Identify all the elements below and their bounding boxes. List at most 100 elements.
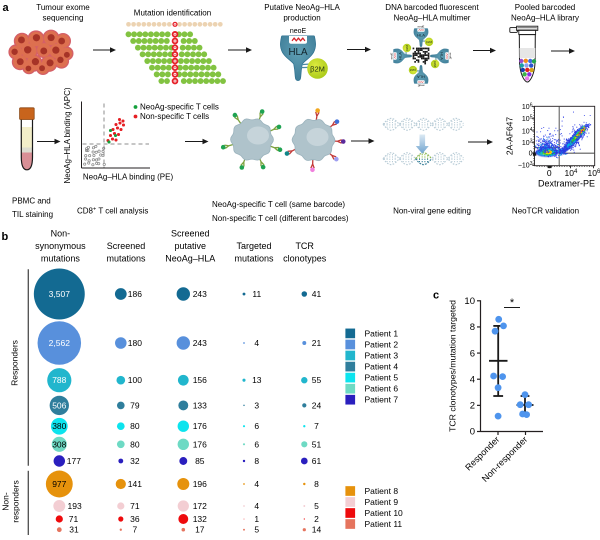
svg-text:32: 32 — [130, 456, 140, 466]
svg-text:TIL staining: TIL staining — [12, 210, 53, 219]
svg-text:6: 6 — [254, 421, 259, 431]
svg-text:2: 2 — [314, 514, 319, 524]
svg-text:4: 4 — [470, 374, 475, 385]
svg-text:196: 196 — [193, 479, 207, 489]
svg-text:2A-AF647: 2A-AF647 — [505, 117, 515, 156]
svg-text:NeoAg–HLA library: NeoAg–HLA library — [511, 14, 579, 23]
svg-text:61: 61 — [312, 456, 322, 466]
svg-text:176: 176 — [193, 421, 207, 431]
svg-text:141: 141 — [128, 479, 142, 489]
svg-text:Non-: Non- — [1, 492, 11, 511]
svg-text:6: 6 — [470, 348, 475, 359]
svg-text:sequencing: sequencing — [43, 14, 84, 23]
svg-text:TCR clonotypes/mutation target: TCR clonotypes/mutation targeted — [448, 300, 458, 432]
svg-text:NeoAg–HLA: NeoAg–HLA — [165, 254, 215, 264]
svg-text:177: 177 — [67, 456, 81, 466]
svg-text:193: 193 — [68, 501, 82, 511]
svg-text:977: 977 — [52, 479, 66, 489]
svg-text:Non-: Non- — [51, 229, 71, 239]
svg-text:NeoAg–HLA multimer: NeoAg–HLA multimer — [394, 14, 471, 23]
svg-text:180: 180 — [128, 338, 142, 348]
svg-text:11: 11 — [252, 289, 261, 299]
svg-text:788: 788 — [52, 375, 66, 385]
svg-text:DNA barcoded fluorescent: DNA barcoded fluorescent — [385, 3, 479, 12]
svg-text:7: 7 — [314, 421, 319, 431]
svg-text:Non-viral gene editing: Non-viral gene editing — [393, 207, 471, 216]
svg-text:36: 36 — [130, 514, 140, 524]
svg-text:24: 24 — [312, 400, 322, 410]
svg-text:51: 51 — [312, 439, 322, 449]
svg-text:Tumour exome: Tumour exome — [36, 3, 90, 12]
svg-text:7: 7 — [133, 525, 138, 535]
svg-text:506: 506 — [52, 400, 66, 410]
svg-text:8: 8 — [470, 322, 475, 333]
svg-text:17: 17 — [195, 525, 205, 535]
svg-text:Screened: Screened — [171, 229, 210, 239]
svg-text:176: 176 — [193, 439, 207, 449]
svg-text:31: 31 — [69, 525, 79, 535]
svg-text:CD8+ T cell analysis: CD8+ T cell analysis — [77, 207, 148, 216]
svg-text:Non-specific T cell (different: Non-specific T cell (different barcodes) — [212, 214, 349, 223]
svg-text:3,507: 3,507 — [49, 289, 71, 299]
svg-text:neoE: neoE — [290, 28, 307, 35]
svg-text:TCR: TCR — [295, 241, 314, 251]
svg-text:b: b — [2, 231, 9, 243]
svg-text:132: 132 — [193, 514, 207, 524]
svg-text:71: 71 — [130, 501, 140, 511]
svg-text:Patient 6: Patient 6 — [365, 384, 399, 394]
svg-text:100: 100 — [128, 375, 142, 385]
svg-text:4: 4 — [254, 479, 259, 489]
svg-text:PBMC and: PBMC and — [12, 197, 51, 206]
svg-text:Mutation identification: Mutation identification — [134, 9, 211, 18]
svg-text:Patient 5: Patient 5 — [365, 373, 399, 383]
svg-text:Putative NeoAg–HLA: Putative NeoAg–HLA — [264, 3, 340, 12]
svg-text:NeoAg–HLA binding (PE): NeoAg–HLA binding (PE) — [83, 173, 174, 182]
svg-text:172: 172 — [193, 501, 207, 511]
svg-text:3: 3 — [254, 400, 259, 410]
svg-text:Patient 3: Patient 3 — [365, 351, 399, 361]
svg-text:Screened: Screened — [107, 241, 146, 251]
svg-text:*: * — [510, 297, 515, 309]
svg-text:2: 2 — [470, 401, 475, 412]
svg-text:Responders: Responders — [10, 340, 20, 386]
svg-text:Patient 7: Patient 7 — [365, 395, 399, 405]
svg-text:Pooled barcoded: Pooled barcoded — [515, 3, 576, 12]
svg-text:85: 85 — [195, 456, 205, 466]
svg-text:Patient 1: Patient 1 — [365, 328, 399, 338]
svg-text:0: 0 — [547, 168, 552, 178]
svg-text:Patient 9: Patient 9 — [365, 497, 399, 507]
svg-text:13: 13 — [252, 375, 262, 385]
svg-text:4: 4 — [254, 501, 259, 511]
svg-text:mutations: mutations — [234, 254, 274, 264]
svg-text:Non-specific T cells: Non-specific T cells — [140, 112, 209, 121]
svg-text:0: 0 — [470, 427, 475, 438]
svg-text:6: 6 — [254, 439, 259, 449]
svg-text:243: 243 — [193, 289, 207, 299]
svg-text:β2M: β2M — [310, 64, 325, 73]
svg-text:186: 186 — [128, 289, 142, 299]
svg-text:synonymous: synonymous — [35, 241, 86, 251]
svg-text:putative: putative — [175, 241, 207, 251]
svg-text:55: 55 — [312, 375, 322, 385]
svg-text:21: 21 — [312, 338, 322, 348]
svg-text:HLA: HLA — [288, 47, 308, 58]
svg-text:Patient 10: Patient 10 — [365, 508, 404, 518]
svg-text:a: a — [3, 2, 10, 14]
svg-text:NeoTCR validation: NeoTCR validation — [512, 207, 579, 216]
svg-text:Dextramer-PE: Dextramer-PE — [538, 179, 595, 189]
svg-text:8: 8 — [314, 479, 319, 489]
svg-text:380: 380 — [52, 421, 66, 431]
svg-text:243: 243 — [193, 338, 207, 348]
svg-text:71: 71 — [69, 514, 79, 524]
svg-text:2,562: 2,562 — [49, 338, 71, 348]
svg-text:5: 5 — [254, 525, 259, 535]
svg-text:clonotypes: clonotypes — [283, 254, 327, 264]
svg-text:Patient 4: Patient 4 — [365, 362, 399, 372]
svg-text:79: 79 — [130, 400, 140, 410]
svg-text:responders: responders — [11, 480, 21, 523]
svg-text:0: 0 — [529, 151, 533, 158]
svg-text:80: 80 — [130, 439, 140, 449]
svg-text:80: 80 — [130, 421, 140, 431]
svg-text:mutations: mutations — [41, 254, 81, 264]
svg-text:133: 133 — [193, 400, 207, 410]
